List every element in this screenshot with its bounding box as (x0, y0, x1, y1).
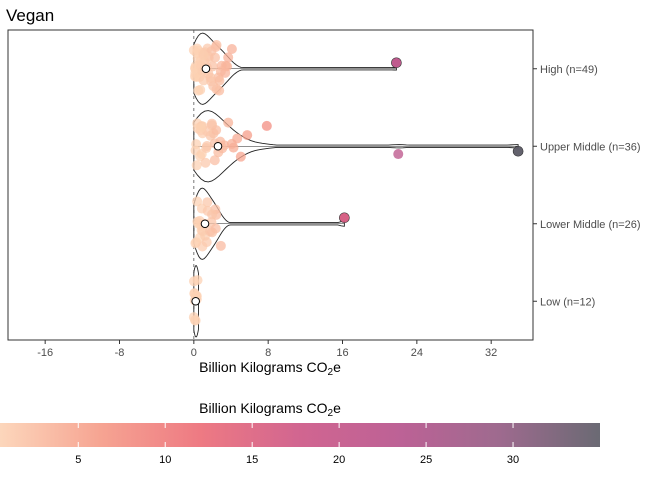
legend-title: Billion Kilograms CO2e (199, 400, 341, 419)
y-tick-label: Upper Middle (n=36) (540, 141, 641, 153)
y-axis: High (n=49) Upper Middle (n=36) Lower Midd… (533, 64, 641, 308)
x-axis-title-main: Billion Kilograms CO (199, 359, 327, 375)
legend-tick-label: 25 (420, 454, 432, 466)
data-point (228, 142, 239, 153)
legend-tick-label: 5 (75, 454, 81, 466)
median-marker (213, 141, 223, 151)
data-point (202, 140, 213, 151)
chart-title: Vegan (6, 6, 54, 25)
data-point (200, 157, 211, 168)
legend-colorbar (0, 423, 600, 447)
data-point (198, 50, 209, 61)
data-point (211, 40, 222, 51)
x-axis-title-sub: 2 (328, 367, 334, 378)
legend: Billion Kilograms CO2e 5 10 15 20 25 30 (0, 400, 600, 466)
median-marker (200, 219, 210, 229)
violin-outline (193, 32, 397, 105)
data-point (215, 240, 226, 251)
x-axis-title-tail: e (333, 359, 341, 375)
x-tick-label: 8 (265, 347, 271, 359)
data-point (226, 44, 237, 55)
category-group (190, 187, 350, 260)
data-point (207, 209, 218, 220)
violin-outline (193, 265, 199, 338)
median-marker (201, 64, 211, 74)
data-point (214, 75, 225, 86)
data-point (235, 151, 246, 162)
plot-layer (188, 32, 524, 338)
violin-outline (193, 187, 345, 260)
data-point (242, 130, 253, 141)
data-point (206, 118, 217, 129)
x-axis: -16 -8 0 8 16 24 32 (37, 340, 497, 359)
x-tick-label: -16 (37, 347, 53, 359)
data-point (210, 223, 221, 234)
data-point (393, 149, 404, 160)
data-point (192, 196, 203, 207)
x-tick-label: 24 (411, 347, 423, 359)
data-point (190, 315, 201, 326)
data-point (391, 57, 402, 69)
data-point (191, 160, 202, 171)
data-point (195, 123, 206, 133)
data-point (210, 52, 221, 63)
x-tick-label: 16 (336, 347, 348, 359)
x-axis-title: Billion Kilograms CO2e (199, 359, 341, 378)
data-point (205, 72, 216, 83)
data-point (339, 212, 350, 224)
legend-title-main: Billion Kilograms CO (199, 400, 327, 416)
legend-ticks: 5 10 15 20 25 30 (75, 423, 519, 466)
y-tick-label: Lower Middle (n=26) (540, 219, 641, 231)
data-point (512, 145, 524, 157)
data-point (220, 67, 231, 78)
data-point (192, 275, 203, 286)
category-group (188, 265, 203, 338)
legend-tick-label: 15 (246, 454, 258, 466)
y-tick-label: Low (n=12) (540, 296, 595, 308)
x-tick-label: 32 (485, 347, 497, 359)
data-point (209, 155, 220, 166)
data-point (232, 133, 243, 144)
median-marker (191, 296, 200, 306)
data-point (261, 120, 272, 131)
legend-title-tail: e (333, 400, 341, 416)
data-point (223, 117, 234, 128)
data-point (201, 237, 212, 248)
plot-panel (7, 29, 534, 341)
legend-tick-label: 20 (333, 454, 345, 466)
data-point (223, 52, 234, 63)
data-point (211, 84, 222, 95)
x-tick-label: -8 (115, 347, 125, 359)
category-group (190, 110, 524, 183)
legend-tick-label: 10 (159, 454, 171, 466)
x-tick-label: 0 (191, 347, 197, 359)
data-point (207, 61, 218, 72)
data-point (193, 85, 204, 96)
category-group (188, 32, 402, 105)
y-tick-label: High (n=49) (540, 64, 598, 76)
legend-tick-label: 30 (507, 454, 519, 466)
legend-title-sub: 2 (328, 408, 334, 419)
